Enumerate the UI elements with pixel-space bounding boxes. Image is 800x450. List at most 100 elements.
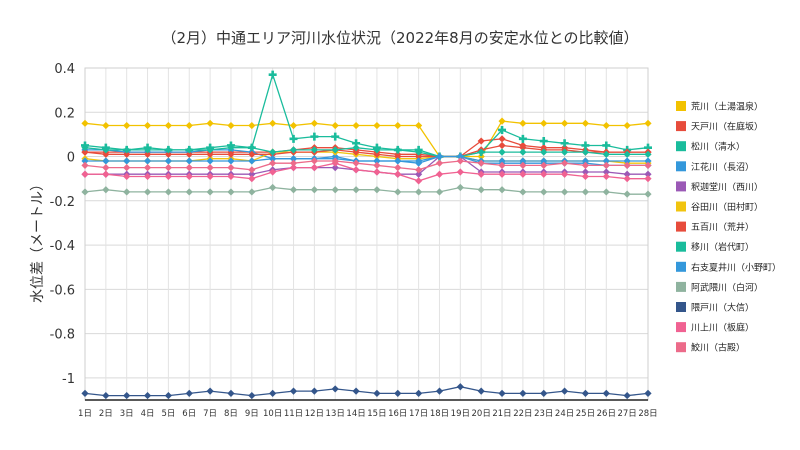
data-point	[206, 164, 214, 172]
data-point	[498, 161, 506, 169]
data-point	[560, 159, 569, 167]
series-9	[81, 152, 652, 165]
data-point	[102, 164, 110, 172]
data-point	[310, 387, 318, 395]
x-tick-label: 26日	[597, 409, 616, 419]
data-point	[560, 387, 569, 395]
data-point	[373, 150, 381, 158]
legend-swatch	[676, 322, 686, 333]
data-point	[644, 190, 652, 198]
x-tick-label: 20日	[472, 409, 491, 419]
x-tick-label: 3日	[120, 409, 134, 419]
data-point	[560, 148, 569, 156]
data-point	[602, 157, 610, 165]
x-tick-label: 18日	[430, 409, 449, 419]
series-line	[84, 160, 648, 171]
data-point	[623, 121, 631, 130]
data-point	[248, 188, 256, 196]
data-point	[102, 150, 110, 158]
data-point	[81, 161, 89, 169]
x-tick-label: 28日	[638, 409, 657, 419]
x-tick-label: 13日	[326, 409, 345, 419]
data-point	[518, 134, 527, 143]
data-point	[581, 168, 590, 176]
data-point	[269, 148, 277, 156]
data-point	[331, 157, 339, 165]
data-point	[415, 121, 423, 130]
data-point	[248, 157, 256, 165]
data-point	[602, 172, 610, 181]
legend-label: 鮫川（古殿）	[691, 342, 745, 354]
data-point	[206, 172, 214, 181]
data-point	[415, 188, 423, 196]
series-line	[84, 144, 648, 158]
data-point	[373, 146, 381, 154]
legend-swatch	[676, 101, 686, 111]
x-tick-label: 17日	[409, 409, 428, 419]
data-point	[164, 188, 173, 196]
data-point	[477, 137, 485, 145]
data-point	[540, 170, 548, 178]
data-point	[310, 186, 318, 194]
data-point	[560, 188, 569, 196]
data-point	[227, 188, 235, 196]
data-point	[519, 119, 527, 127]
data-point	[143, 121, 152, 130]
x-tick-label: 5日	[161, 409, 175, 419]
data-point	[394, 164, 402, 172]
data-point	[581, 172, 590, 181]
x-tick-label: 16日	[388, 409, 407, 419]
x-tick-label: 15日	[367, 409, 386, 419]
data-point	[498, 125, 507, 134]
data-point	[581, 119, 590, 127]
data-point	[477, 148, 485, 156]
data-point	[394, 389, 402, 397]
series-11	[81, 383, 652, 400]
y-tick-label: 0.4	[54, 62, 75, 77]
data-point	[373, 157, 381, 165]
legend-swatch	[676, 161, 686, 172]
x-tick-label: 9日	[245, 409, 259, 419]
data-point	[415, 166, 423, 174]
data-point	[185, 172, 193, 181]
data-point	[540, 119, 548, 127]
data-point	[81, 144, 89, 152]
legend-label: 隈戸川（大信）	[691, 302, 754, 314]
legend-swatch	[676, 221, 686, 232]
data-point	[581, 188, 590, 196]
data-point	[164, 150, 173, 158]
data-point	[331, 132, 340, 141]
data-point	[331, 164, 339, 172]
data-point	[185, 164, 193, 172]
series-13	[81, 157, 652, 174]
data-point	[81, 148, 89, 156]
data-point	[498, 135, 506, 143]
data-point	[415, 152, 423, 161]
data-point	[435, 152, 444, 161]
data-point	[185, 146, 193, 154]
data-point	[227, 172, 235, 181]
data-point	[352, 186, 360, 194]
data-point	[519, 157, 527, 165]
data-point	[289, 134, 298, 143]
data-point	[519, 161, 527, 169]
data-point	[394, 157, 402, 165]
y-tick-label: 0.2	[54, 106, 75, 121]
data-point	[519, 148, 527, 156]
legend-swatch	[676, 302, 686, 312]
data-point	[602, 161, 610, 169]
data-point	[102, 391, 110, 400]
data-point	[352, 159, 360, 167]
data-point	[227, 157, 235, 165]
legend-label: 移川（岩代町）	[691, 241, 754, 253]
data-point	[102, 157, 110, 165]
data-point	[623, 175, 631, 183]
data-point	[102, 186, 110, 194]
data-point	[581, 148, 590, 156]
data-point	[143, 164, 152, 172]
data-point	[415, 170, 423, 178]
data-point	[310, 157, 318, 165]
data-point	[498, 170, 506, 178]
data-point	[331, 186, 339, 194]
series-line	[85, 155, 648, 162]
